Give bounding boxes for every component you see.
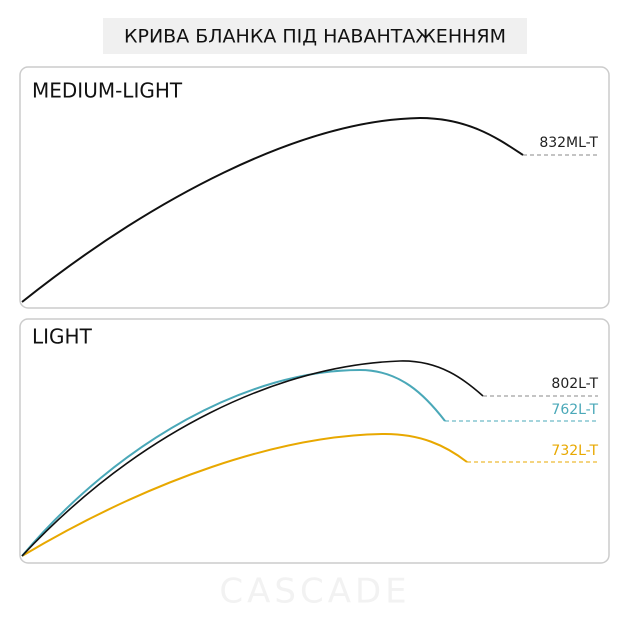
curve-label: 832ML-T [539, 135, 598, 151]
curve-label: 732L-T [551, 443, 598, 459]
panel [19, 66, 610, 309]
curve [21, 368, 446, 557]
watermark: CASCADE [219, 572, 410, 612]
panel-title: MEDIUM-LIGHT [32, 79, 183, 103]
title-box [103, 18, 527, 54]
curve-label: 802L-T [551, 376, 598, 392]
curve [21, 116, 524, 303]
title: КРИВА БЛАНКА ПІД НАВАНТАЖЕННЯМ [124, 26, 506, 48]
panel-title: LIGHT [32, 325, 93, 349]
curve [21, 360, 484, 557]
curve-label: 762L-T [551, 402, 598, 418]
curve [21, 432, 468, 557]
